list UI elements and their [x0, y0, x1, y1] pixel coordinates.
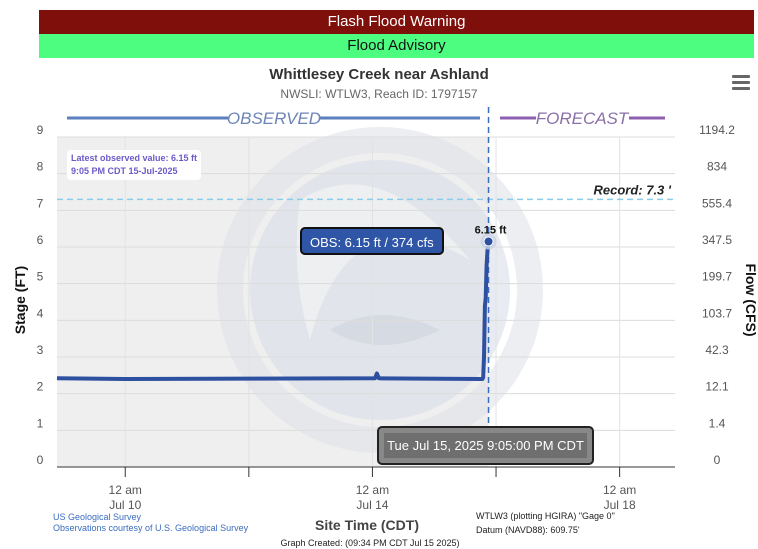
usgs-link[interactable]: US Geological Survey [53, 512, 142, 522]
observation-tooltip: OBS: 6.15 ft / 374 cfs [300, 227, 444, 255]
x-tick-label: 12 am [603, 483, 636, 497]
time-tooltip-text: Tue Jul 15, 2025 9:05:00 PM CDT [384, 433, 587, 458]
y-tick-label: 6 [37, 233, 44, 247]
y2-tick-label: 199.7 [702, 270, 732, 284]
flood-advisory-banner[interactable]: Flood Advisory [39, 34, 754, 58]
y-tick-label: 2 [37, 380, 44, 394]
y-axis-title: Stage (FT) [12, 266, 28, 334]
y2-tick-label: 42.3 [705, 343, 729, 357]
chart-subtitle: NWSLI: WTLW3, Reach ID: 1797157 [280, 87, 478, 101]
y-tick-label: 7 [37, 196, 44, 210]
observed-label: OBSERVED [227, 109, 321, 128]
x-tick-date: Jul 10 [109, 498, 141, 512]
y-tick-label: 8 [37, 160, 44, 174]
observed-point [483, 236, 494, 247]
y2-tick-label: 103.7 [702, 306, 732, 320]
y2-tick-label: 12.1 [705, 380, 729, 394]
latest-observed-time: 9:05 PM CDT 15-Jul-2025 [71, 166, 178, 176]
y-tick-label: 1 [37, 416, 44, 430]
x-tick-label: 12 am [109, 483, 142, 497]
y2-tick-label: 0 [714, 453, 721, 467]
noaa-watermark [217, 127, 543, 453]
y2-tick-label: 834 [707, 160, 727, 174]
chart-title: Whittlesey Creek near Ashland [269, 66, 489, 83]
y-tick-label: 0 [37, 453, 44, 467]
x-tick-label: 12 am [356, 483, 389, 497]
latest-observed-value: Latest observed value: 6.15 ft [71, 153, 198, 163]
forecast-label: FORECAST [536, 109, 630, 128]
gage-info: WTLW3 (plotting HGIRA) "Gage 0" [476, 511, 615, 521]
observed-series-line [56, 241, 491, 381]
y2-tick-label: 347.5 [702, 233, 732, 247]
point-label: 6.15 ft [475, 225, 507, 237]
y-tick-label: 5 [37, 270, 44, 284]
flash-flood-warning-banner[interactable]: Flash Flood Warning [39, 10, 754, 34]
x-tick-date: Jul 18 [604, 498, 636, 512]
y-tick-label: 9 [37, 123, 44, 137]
record-label: Record: 7.3 ' [593, 182, 671, 197]
y-tick-label: 3 [37, 343, 44, 357]
time-tooltip: Tue Jul 15, 2025 9:05:00 PM CDT [377, 426, 594, 465]
y2-tick-label: 1194.2 [699, 123, 735, 137]
graph-created: Graph Created: (09:34 PM CDT Jul 15 2025… [280, 538, 460, 548]
y-tick-label: 4 [37, 306, 44, 320]
y2-tick-label: 1.4 [709, 416, 726, 430]
hamburger-menu-icon[interactable] [732, 75, 750, 93]
y2-axis-title: Flow (CFS) [743, 263, 758, 336]
y2-tick-label: 555.4 [702, 196, 732, 210]
datum-info: Datum (NAVD88): 609.75' [476, 525, 580, 535]
x-tick-date: Jul 14 [356, 498, 388, 512]
usgs-credit-link[interactable]: Observations courtesy of U.S. Geological… [53, 523, 249, 533]
latest-observed-box: Latest observed value: 6.15 ft 9:05 PM C… [67, 150, 202, 180]
x-axis-title: Site Time (CDT) [315, 517, 419, 533]
